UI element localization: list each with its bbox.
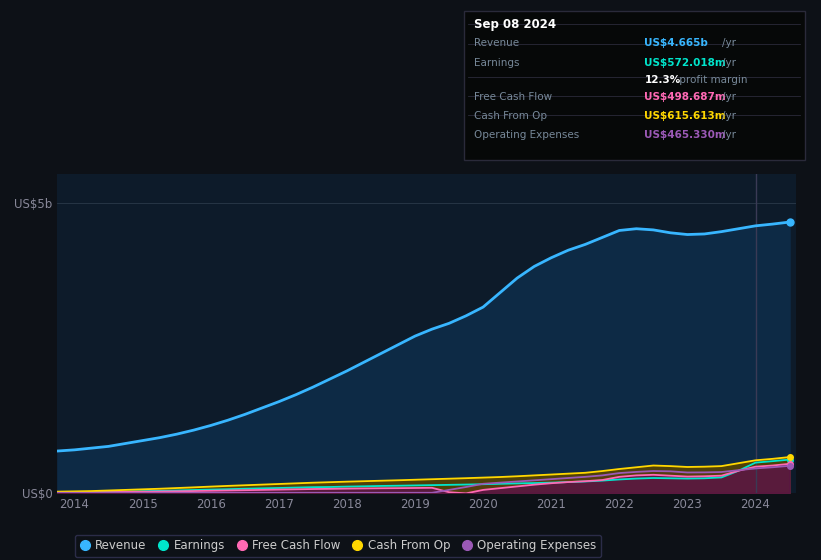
Text: US$465.330m: US$465.330m — [644, 130, 727, 140]
Text: profit margin: profit margin — [676, 76, 747, 85]
Text: 12.3%: 12.3% — [644, 76, 681, 85]
Text: Sep 08 2024: Sep 08 2024 — [474, 18, 556, 31]
Text: Free Cash Flow: Free Cash Flow — [474, 91, 552, 101]
Text: Revenue: Revenue — [474, 38, 519, 48]
Text: US$572.018m: US$572.018m — [644, 58, 727, 68]
Text: Cash From Op: Cash From Op — [474, 111, 547, 120]
Text: US$4.665b: US$4.665b — [644, 38, 709, 48]
Text: /yr: /yr — [722, 58, 736, 68]
Text: /yr: /yr — [722, 111, 736, 120]
Text: /yr: /yr — [722, 38, 736, 48]
Legend: Revenue, Earnings, Free Cash Flow, Cash From Op, Operating Expenses: Revenue, Earnings, Free Cash Flow, Cash … — [75, 535, 602, 557]
Text: /yr: /yr — [722, 91, 736, 101]
Text: /yr: /yr — [722, 130, 736, 140]
Text: US$615.613m: US$615.613m — [644, 111, 726, 120]
Text: US$498.687m: US$498.687m — [644, 91, 727, 101]
Text: Earnings: Earnings — [474, 58, 519, 68]
Text: Operating Expenses: Operating Expenses — [474, 130, 579, 140]
